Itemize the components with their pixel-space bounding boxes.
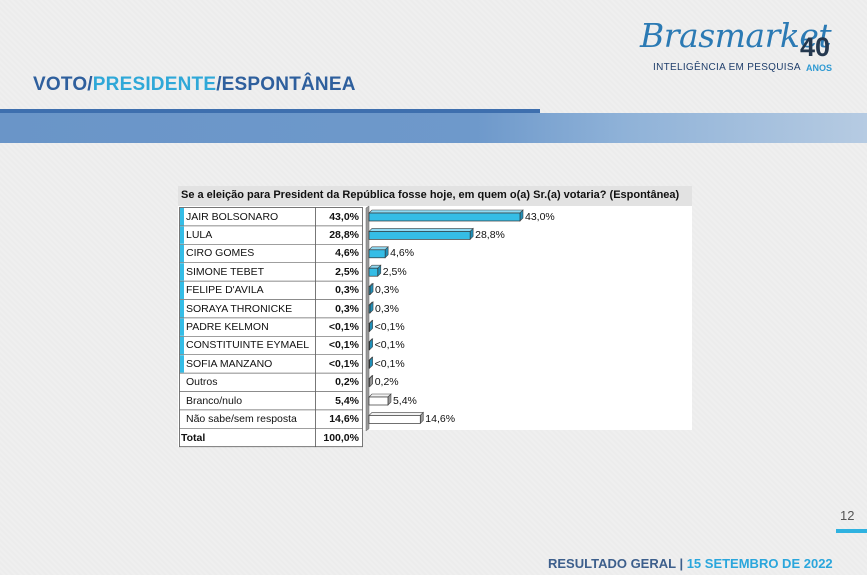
- table-row-value: <0,1%: [328, 357, 359, 370]
- footer-label: RESULTADO GERAL |: [548, 556, 687, 571]
- row-key-strip: [180, 244, 184, 263]
- table-row-value: <0,1%: [328, 339, 359, 352]
- table-row-value: 4,6%: [335, 247, 359, 260]
- bar: [368, 415, 421, 424]
- bar-data-label: 0,3%: [375, 302, 399, 315]
- row-key-strip: [180, 263, 184, 281]
- title-part-voto: VOTO/: [33, 74, 93, 95]
- row-key-strip: [180, 281, 184, 299]
- table-row-name: PADRE KELMON: [186, 320, 269, 333]
- table-row-name: CONSTITUINTE EYMAEL: [186, 339, 310, 352]
- bar-data-label: 5,4%: [392, 394, 417, 407]
- bar-top: [368, 412, 424, 416]
- table-border: [179, 207, 363, 448]
- page-number: 12: [840, 508, 855, 523]
- row-key-strip: [180, 336, 184, 355]
- bar: [368, 323, 370, 332]
- row-key-strip: [180, 300, 184, 318]
- chart-title: Se a eleição para President da República…: [178, 186, 692, 206]
- title-rule: [0, 109, 540, 113]
- bar-data-label: 4,6%: [390, 247, 415, 260]
- table-row-value: 0,3%: [335, 302, 359, 315]
- row-key-strip: [180, 208, 184, 226]
- table-row-value: <0,1%: [328, 320, 359, 333]
- bar-top: [368, 393, 392, 398]
- table-panel: [178, 206, 363, 447]
- plot-panel: [363, 206, 692, 430]
- axis-wall: [365, 205, 370, 432]
- table-row-name: Branco/nulo: [186, 394, 243, 407]
- bar: [368, 231, 471, 240]
- bar-data-label: <0,1%: [374, 357, 405, 370]
- table-row-name: JAIR BOLSONARO: [186, 210, 279, 223]
- bar-data-label: 0,3%: [375, 284, 399, 297]
- table-row-value: 14,6%: [329, 412, 359, 425]
- bar-top: [368, 228, 474, 232]
- table-row-value: 28,8%: [329, 228, 359, 241]
- brasmarket-logo: Brasmarket 40 INTELIGÊNCIA EM PESQUISA A…: [636, 16, 846, 76]
- table-row-name: CIRO GOMES: [186, 247, 255, 260]
- bar-data-label: 0,2%: [374, 376, 399, 389]
- title-part-espontanea: /ESPONTÂNEA: [216, 74, 356, 95]
- table-row-value: 0,2%: [335, 376, 359, 389]
- bar: [368, 267, 379, 277]
- total-label: Total: [181, 432, 206, 444]
- page-title: VOTO/PRESIDENTE/ESPONTÂNEA: [33, 74, 356, 96]
- bar: [368, 286, 371, 295]
- bar-data-label: <0,1%: [374, 320, 405, 333]
- bar: [368, 212, 521, 222]
- bar-data-label: 2,5%: [382, 265, 407, 278]
- logo-anos: ANOS: [806, 63, 833, 73]
- logo-tagline: INTELIGÊNCIA EM PESQUISA: [653, 62, 801, 73]
- table-row-name: SOFIA MANZANO: [186, 357, 273, 370]
- total-value: 100,0%: [323, 432, 359, 444]
- row-key-strip: [180, 355, 184, 373]
- row-key-strip: [180, 318, 184, 336]
- footer: RESULTADO GERAL | 15 SETEMBRO DE 2022: [548, 556, 833, 571]
- table-row-name: Outros: [186, 376, 218, 389]
- bar: [368, 341, 370, 351]
- bar: [368, 396, 389, 406]
- table-row-value: 43,0%: [329, 210, 359, 223]
- bar: [368, 249, 386, 259]
- logo-script: Brasmarket: [640, 16, 832, 55]
- logo-number: 40: [800, 32, 831, 62]
- bar-data-label: 14,6%: [425, 412, 456, 425]
- bar: [368, 378, 371, 387]
- table-row-value: 5,4%: [335, 394, 359, 407]
- table-row-name: FELIPE D'AVILA: [186, 284, 264, 297]
- bar-top: [368, 209, 524, 214]
- footer-date: 15 SETEMBRO DE 2022: [686, 556, 833, 571]
- table-row-name: SORAYA THRONICKE: [186, 302, 293, 315]
- title-part-presidente: PRESIDENTE: [92, 74, 217, 95]
- header-banner: [0, 113, 867, 143]
- table-row-value: 2,5%: [335, 265, 359, 278]
- table-row-value: 0,3%: [335, 284, 359, 297]
- bar: [368, 304, 371, 314]
- row-key-strip: [180, 226, 184, 244]
- table-row-name: LULA: [186, 228, 213, 241]
- bar-data-label: <0,1%: [374, 339, 405, 352]
- bar: [368, 359, 370, 369]
- table-row-name: SIMONE TEBET: [186, 265, 264, 278]
- table-row-name: Não sabe/sem resposta: [186, 412, 297, 425]
- page-number-bar: [836, 529, 867, 533]
- bar-data-label: 28,8%: [475, 228, 505, 241]
- bar-data-label: 43,0%: [525, 210, 555, 223]
